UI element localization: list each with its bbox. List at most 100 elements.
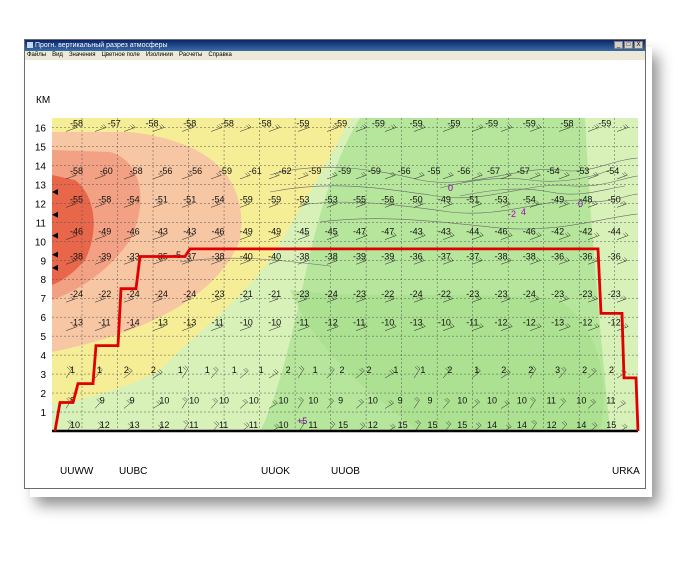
wind-barb-feather — [592, 398, 596, 403]
wind-barb-feather — [126, 399, 130, 404]
menu-calculations[interactable]: Расчеты — [178, 52, 203, 58]
wind-barb — [471, 203, 482, 208]
temperature-value: 1 — [178, 365, 183, 375]
wind-barb-feather — [334, 257, 338, 261]
menu-values[interactable]: Значения — [68, 52, 96, 58]
temperature-value: 2 — [286, 365, 291, 375]
menu-files[interactable]: Файлы — [27, 52, 47, 58]
temperature-value: 1 — [70, 365, 75, 375]
wind-barb — [152, 203, 163, 208]
maximize-button[interactable]: □ — [624, 41, 633, 49]
wind-barb-feather — [393, 124, 397, 128]
wind-barb — [529, 235, 542, 240]
temperature-value: -46 — [495, 227, 508, 237]
wind-barb-feather — [421, 257, 425, 261]
wind-barb-feather — [275, 200, 279, 205]
temperature-value: -39 — [381, 251, 394, 261]
wind-barb-feather — [592, 296, 596, 300]
wind-barb — [384, 298, 395, 303]
wind-barb-feather — [478, 125, 482, 129]
wind-barb-feather — [418, 296, 422, 300]
wind-barb-feather — [393, 232, 397, 236]
wind-barb-feather — [157, 296, 161, 300]
close-button[interactable]: X — [634, 41, 643, 49]
temperature-value: 10 — [249, 395, 259, 405]
wind-barb — [326, 235, 339, 240]
wind-barb — [413, 399, 420, 409]
wind-barb-feather — [275, 295, 279, 299]
temperature-value: -36 — [579, 251, 592, 261]
temperature-value: 12 — [547, 420, 557, 430]
wind-barb — [94, 174, 106, 180]
wind-barb-feather — [449, 233, 453, 237]
wind-barb-feather — [364, 232, 368, 236]
wind-barb-feather — [362, 200, 366, 205]
wind-barb-feather — [508, 171, 512, 176]
temperature-value: 10 — [159, 395, 169, 405]
temperature-value: -54 — [523, 194, 536, 204]
wind-barb-feather — [358, 399, 362, 404]
wind-barb — [558, 127, 571, 132]
wind-barb-feather — [67, 420, 71, 425]
wind-barb-feather — [161, 124, 165, 128]
temperature-value: 9 — [338, 395, 343, 405]
temperature-value: 2 — [528, 365, 533, 375]
wind-barb-feather — [306, 323, 310, 327]
wind-barb-feather — [130, 200, 134, 205]
wind-barb-feather — [248, 232, 252, 236]
wind-barb-feather — [159, 369, 163, 373]
temperature-value: -53 — [296, 194, 309, 204]
wind-barb-feather — [332, 258, 336, 262]
wind-barb-feather — [392, 257, 396, 261]
wind-barb — [65, 174, 77, 180]
wind-barb-feather — [132, 124, 136, 128]
wind-barb-feather — [128, 423, 132, 427]
temperature-value: -11 — [466, 318, 478, 328]
wind-barb-feather — [594, 422, 598, 426]
wind-barb — [297, 127, 310, 132]
wind-barb-feather — [593, 367, 597, 372]
minimize-button[interactable]: _ — [614, 41, 623, 49]
wind-barb-feather — [418, 201, 422, 206]
wind-barb-feather — [68, 396, 72, 401]
temperature-value: -24 — [523, 289, 536, 299]
temperature-value: -23 — [495, 289, 508, 299]
contour-annotation: 0 — [448, 183, 453, 193]
wind-barb-feather — [479, 171, 483, 176]
menu-help[interactable]: Справка — [208, 52, 232, 58]
wind-barb-feather — [624, 171, 628, 176]
wind-barb-feather — [247, 171, 251, 176]
temperature-value: -12 — [579, 318, 592, 328]
menu-view[interactable]: Вид — [52, 52, 63, 58]
temperature-value: 15 — [606, 420, 616, 430]
wind-barb-feather — [421, 171, 425, 176]
wind-barb-feather — [275, 125, 279, 129]
wind-barb — [587, 203, 598, 208]
menu-color-field[interactable]: Цветное поле — [101, 52, 140, 58]
temperature-value: -23 — [353, 289, 366, 299]
wind-barb — [587, 174, 599, 180]
wind-barb-feather — [187, 172, 191, 177]
wind-barb-feather — [564, 172, 568, 177]
temperature-value: -43 — [410, 227, 423, 237]
wind-barb-feather — [127, 368, 131, 373]
menu-isolines[interactable]: Изолинии — [145, 52, 173, 58]
temperature-value: 9 — [398, 395, 403, 405]
wind-barb-feather — [625, 323, 629, 327]
wind-barb-feather — [420, 200, 424, 205]
temperature-value: -37 — [438, 251, 451, 261]
wind-barb-feather — [189, 257, 193, 261]
temperature-value: -10 — [438, 318, 451, 328]
wind-barb-feather — [158, 400, 162, 404]
wind-barb-feather — [390, 424, 394, 429]
wind-barb-feather — [534, 201, 538, 206]
wind-barb-feather — [415, 420, 419, 425]
wind-barb — [558, 174, 570, 180]
wind-barb-feather — [275, 233, 279, 237]
wind-barb — [268, 372, 279, 379]
title-bar[interactable]: Прогн. вертикальный разрез атмосферы _ □… — [25, 40, 645, 51]
wind-barb — [210, 235, 223, 240]
wind-barb-feather — [449, 125, 453, 129]
wind-barb-feather — [621, 201, 625, 206]
wind-barb-feather — [69, 419, 73, 424]
